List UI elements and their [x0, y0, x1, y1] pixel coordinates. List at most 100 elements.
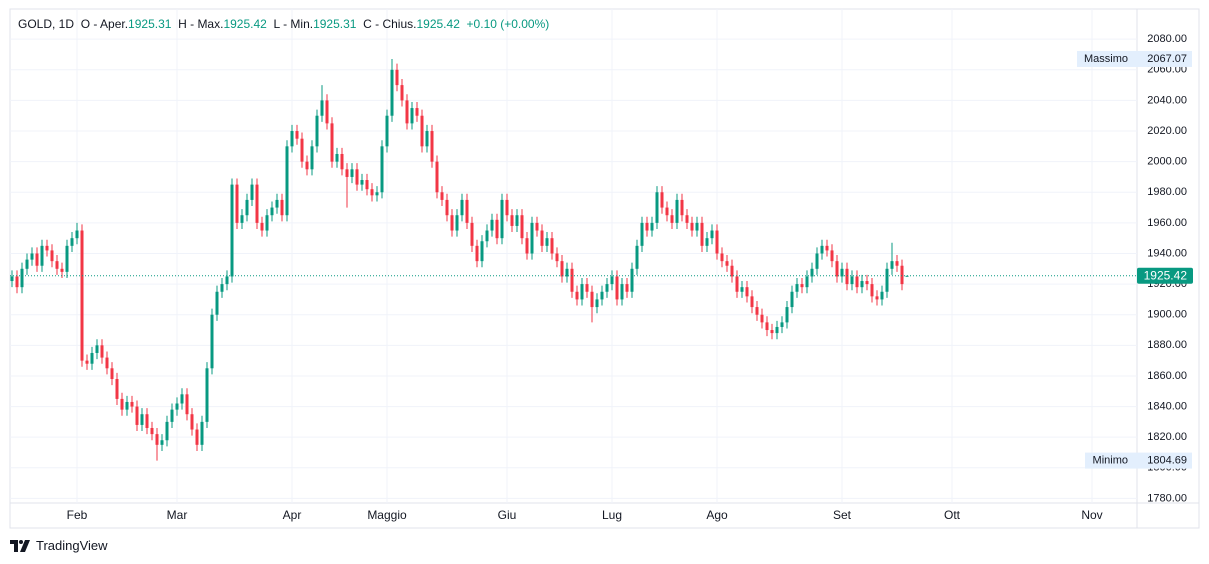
candle-body	[735, 276, 739, 292]
candle-body	[430, 131, 434, 162]
candle-body	[130, 401, 134, 407]
candle-body	[15, 276, 19, 288]
candle-body	[865, 281, 869, 285]
candle-body	[285, 146, 289, 216]
candle-body	[385, 115, 389, 147]
candle-body	[350, 169, 354, 177]
candle-body	[545, 238, 549, 246]
candle-body	[505, 199, 509, 216]
y-tick-label: 2040.00	[1147, 94, 1187, 106]
footer[interactable]: TradingView	[10, 538, 108, 553]
extreme-box	[1077, 50, 1192, 67]
candle-body	[745, 287, 749, 297]
candle-body	[695, 222, 699, 231]
candle-body	[435, 161, 439, 193]
ohlc-value: 1925.42	[416, 17, 460, 31]
candle-body	[560, 261, 564, 277]
candle-body	[80, 230, 84, 361]
candle-body	[605, 284, 609, 292]
candle-body	[270, 207, 274, 216]
candle-body	[120, 398, 124, 410]
candle-body	[700, 222, 704, 246]
candle-body	[645, 222, 649, 231]
candle-body	[830, 250, 834, 262]
y-tick-label: 1880.00	[1147, 339, 1187, 351]
candle-body	[220, 284, 224, 292]
candle-body	[655, 192, 659, 223]
candle-body	[765, 322, 769, 331]
candle-body	[325, 100, 329, 124]
candle-body	[155, 434, 159, 445]
candle-body	[160, 440, 164, 445]
candle-body	[895, 261, 899, 266]
candle-body	[565, 268, 569, 277]
ohlc-value: 1925.42	[223, 17, 267, 31]
y-tick-label: 1840.00	[1147, 400, 1187, 412]
brand: TradingView	[36, 538, 108, 553]
candle-body	[600, 291, 604, 300]
candle-body	[215, 291, 219, 315]
candle-body	[400, 85, 404, 101]
candle-body	[475, 245, 479, 262]
candle-body	[685, 215, 689, 223]
candle-body	[800, 284, 804, 288]
extreme-label: Minimo	[1093, 455, 1128, 467]
last-price-box	[1137, 267, 1193, 284]
candle-body	[450, 215, 454, 231]
candle-body	[420, 115, 424, 147]
candle-body	[665, 207, 669, 216]
candle-body	[35, 253, 39, 266]
candle-body	[150, 427, 154, 435]
x-tick-label: Ago	[706, 508, 728, 522]
candle-body	[195, 429, 199, 445]
candle-body	[730, 265, 734, 277]
ohlc-value: 1925.31	[313, 17, 357, 31]
candle-body	[70, 238, 74, 246]
y-tick-label: 1960.00	[1147, 217, 1187, 229]
candle-body	[855, 276, 859, 288]
candle-body	[265, 215, 269, 231]
candle-body	[90, 352, 94, 364]
candle-body	[255, 184, 259, 223]
candle-body	[250, 184, 254, 200]
candle-body	[395, 69, 399, 86]
candle-body	[410, 108, 414, 124]
candle-body	[540, 230, 544, 246]
candle-body	[550, 238, 554, 254]
candle-body	[355, 169, 359, 185]
candle-body	[630, 268, 634, 292]
y-tick-label: 1860.00	[1147, 370, 1187, 382]
candle-body	[835, 261, 839, 277]
candle-body	[705, 238, 709, 246]
candle-body	[320, 100, 324, 116]
candle-body	[670, 215, 674, 223]
candle-body	[820, 245, 824, 254]
candle-body	[815, 253, 819, 269]
candle-body	[170, 409, 174, 422]
candle-body	[40, 245, 44, 266]
ohlc-label: L - Min.	[273, 17, 314, 31]
candle-body	[850, 276, 854, 285]
candle-body	[870, 284, 874, 297]
candle-body	[725, 261, 729, 266]
ohlc-label: H - Max.	[178, 17, 224, 31]
candle-body	[480, 241, 484, 262]
candle-body	[885, 268, 889, 292]
candle-body	[365, 180, 369, 190]
candle-body	[445, 199, 449, 216]
candle-body	[755, 307, 759, 315]
candle-body	[105, 357, 109, 369]
y-tick-label: 1780.00	[1147, 492, 1187, 504]
x-tick-label: Ott	[944, 508, 961, 522]
last-price-label: 1925.42	[1144, 268, 1188, 282]
candle-body	[245, 199, 249, 216]
x-tick-label: Feb	[67, 508, 88, 522]
candle-body	[425, 131, 429, 147]
change: +0.10 (+0.00%)	[466, 17, 550, 31]
candle-body	[520, 215, 524, 239]
candle-body	[900, 265, 904, 285]
x-tick-label: Nov	[1081, 508, 1102, 522]
candle-body	[55, 261, 59, 269]
extreme-box	[1085, 452, 1192, 469]
